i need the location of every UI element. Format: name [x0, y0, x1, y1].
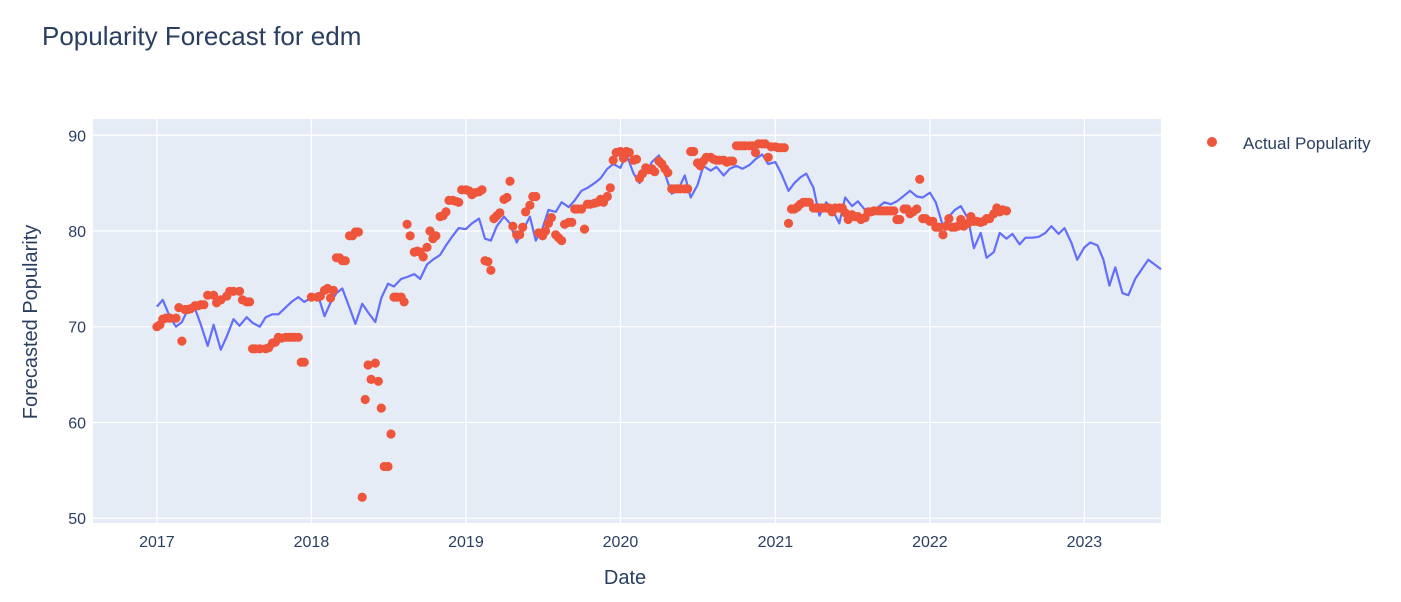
x-tick-label: 2023 [1067, 534, 1103, 551]
y-tick-label: 80 [68, 224, 86, 241]
actual-popularity-point [521, 207, 531, 217]
x-tick-label: 2022 [912, 534, 948, 551]
x-axis-label: Date [604, 567, 646, 589]
actual-popularity-point [763, 152, 773, 162]
y-axis-label: Forecasted Popularity [20, 225, 42, 420]
actual-popularity-point [486, 265, 496, 275]
x-tick-label: 2018 [294, 534, 330, 551]
actual-popularity-point [422, 242, 432, 252]
actual-popularity-point [889, 206, 899, 216]
actual-popularity-point [1001, 206, 1012, 216]
actual-popularity-point [483, 257, 493, 267]
plot-area [93, 119, 1161, 523]
actual-popularity-point [360, 394, 370, 405]
actual-popularity-point [299, 357, 309, 367]
actual-popularity-point [357, 492, 367, 502]
x-tick-label: 2019 [448, 534, 484, 551]
actual-popularity-point [386, 429, 396, 439]
actual-popularity-point [912, 204, 922, 214]
actual-popularity-point [454, 197, 464, 207]
actual-popularity-point [293, 332, 303, 342]
y-tick-label: 90 [68, 128, 86, 145]
actual-popularity-point [209, 290, 219, 300]
actual-popularity-point [518, 222, 528, 232]
actual-popularity-point [728, 156, 738, 166]
actual-popularity-point [546, 213, 557, 223]
legend-item-actual-popularity[interactable]: Actual Popularity [1243, 134, 1371, 153]
actual-popularity-point [689, 146, 699, 157]
actual-popularity-point [579, 224, 590, 234]
actual-popularity-point [405, 231, 415, 241]
actual-popularity-point [353, 227, 363, 237]
grid-lines [93, 119, 1161, 523]
actual-popularity-point [477, 185, 487, 195]
actual-popularity-point [340, 256, 350, 266]
forecast-line [156, 153, 1162, 351]
actual-popularity-point [171, 313, 181, 323]
actual-popularity-point [234, 286, 245, 296]
actual-popularity-point [373, 376, 383, 386]
actual-popularity-point [567, 217, 577, 227]
actual-popularity-point [376, 403, 386, 413]
actual-popularity-point [750, 147, 761, 158]
actual-popularity-point [602, 191, 612, 202]
x-tick-label: 2017 [139, 534, 175, 551]
actual-popularity-point [383, 461, 393, 472]
actual-popularity-point [495, 208, 505, 218]
actual-popularity-point [938, 230, 948, 240]
chart-title: Popularity Forecast for edm [42, 21, 361, 51]
x-tick-label: 2021 [758, 534, 794, 551]
series-layer [152, 139, 1162, 502]
actual-popularity-point [502, 192, 512, 203]
actual-popularity-point [245, 297, 255, 307]
actual-popularity-point [418, 252, 428, 262]
legend[interactable]: Actual Popularity [1207, 134, 1371, 153]
actual-popularity-point [399, 297, 409, 307]
actual-popularity-point [515, 230, 525, 240]
actual-popularity-point [508, 221, 518, 231]
tick-labels: 50 60 70 80 90 2017 2018 2019 2020 2021 2022 2023 [68, 128, 1102, 551]
actual-popularity-point [370, 358, 380, 368]
actual-popularity-point [944, 214, 954, 224]
actual-popularity-point [779, 143, 789, 153]
actual-popularity-point [363, 360, 373, 370]
y-tick-label: 70 [68, 320, 86, 337]
actual-popularity-point [915, 174, 925, 184]
actual-popularity-point [525, 200, 535, 210]
actual-popularity-point [934, 222, 944, 232]
actual-popularity-point [402, 219, 412, 229]
actual-popularity-point [683, 184, 693, 194]
actual-popularity-point [624, 147, 634, 158]
actual-popularity-point [431, 231, 441, 241]
actual-popularity-point [650, 167, 660, 177]
actual-popularity-point [366, 374, 376, 384]
y-tick-label: 60 [68, 415, 86, 432]
x-tick-label: 2020 [603, 534, 639, 551]
actual-popularity-point [631, 154, 642, 164]
actual-popularity-point [531, 191, 541, 202]
actual-popularity-point [608, 155, 618, 165]
actual-popularity-point [328, 285, 338, 295]
actual-popularity-point [663, 168, 673, 178]
y-tick-label: 50 [68, 511, 86, 528]
actual-popularity-point [557, 236, 567, 246]
actual-popularity-point [199, 300, 209, 310]
actual-popularity-point [441, 207, 451, 217]
actual-popularity-point [605, 183, 615, 193]
actual-popularity-point [325, 293, 336, 303]
legend-marker [1207, 137, 1217, 147]
actual-popularity-point [505, 176, 515, 186]
actual-popularity-point [895, 214, 905, 225]
actual-popularity-point [783, 218, 794, 228]
actual-popularity-point [540, 226, 551, 236]
actual-popularity-point [177, 336, 187, 346]
